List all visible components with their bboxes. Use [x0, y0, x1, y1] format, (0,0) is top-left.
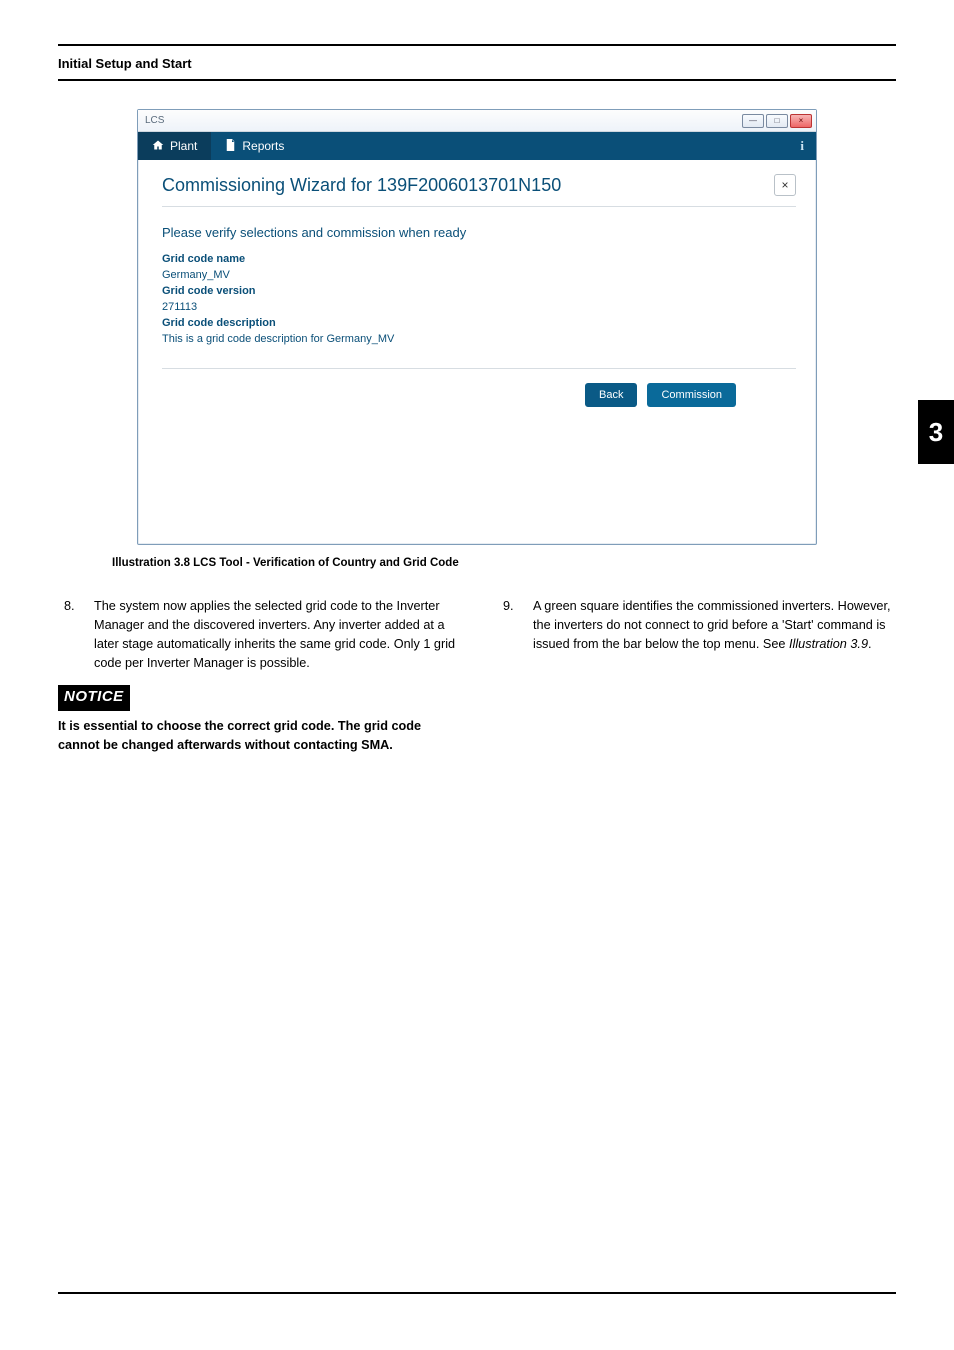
menu-reports[interactable]: Reports: [211, 132, 298, 160]
window-minimize-button[interactable]: —: [742, 114, 764, 128]
verify-instruction: Please verify selections and commission …: [162, 225, 796, 240]
illustration-ref: Illustration 3.9: [789, 637, 868, 651]
grid-code-version-value: 271113: [162, 300, 796, 316]
menubar: Plant Reports i: [138, 132, 816, 160]
grid-code-description-label: Grid code description: [162, 316, 796, 332]
grid-code-name-label: Grid code name: [162, 252, 796, 268]
figure-caption: Illustration 3.8 LCS Tool - Verification…: [112, 557, 896, 569]
wizard-close-button[interactable]: ×: [774, 174, 796, 196]
commission-button[interactable]: Commission: [647, 383, 736, 407]
window-titlebar: LCS — □ ×: [138, 110, 816, 132]
info-icon[interactable]: i: [788, 138, 816, 154]
window-title-text: LCS: [142, 115, 742, 126]
chapter-tab: 3: [918, 400, 954, 464]
list-text-8: The system now applies the selected grid…: [94, 597, 457, 673]
menu-plant[interactable]: Plant: [138, 132, 211, 160]
list-number-9: 9.: [497, 597, 533, 654]
list-number-8: 8.: [58, 597, 94, 673]
notice-label: NOTICE: [58, 685, 130, 711]
window-maximize-button[interactable]: □: [766, 114, 788, 128]
lcs-window: LCS — □ × Plant Repor: [137, 109, 817, 545]
list-text-9: A green square identifies the commission…: [533, 597, 896, 654]
grid-code-description-value: This is a grid code description for Germ…: [162, 332, 796, 348]
window-close-button[interactable]: ×: [790, 114, 812, 128]
list-text-9b: .: [868, 637, 872, 651]
menu-reports-label: Reports: [242, 139, 284, 153]
file-icon: [225, 139, 236, 154]
section-title: Initial Setup and Start: [58, 56, 896, 71]
wizard-title: Commissioning Wizard for 139F2006013701N…: [162, 175, 561, 196]
menu-plant-label: Plant: [170, 139, 197, 153]
grid-code-version-label: Grid code version: [162, 284, 796, 300]
back-button[interactable]: Back: [585, 383, 637, 407]
notice-text: It is essential to choose the correct gr…: [58, 717, 457, 755]
grid-code-name-value: Germany_MV: [162, 268, 796, 284]
home-icon: [152, 139, 164, 154]
